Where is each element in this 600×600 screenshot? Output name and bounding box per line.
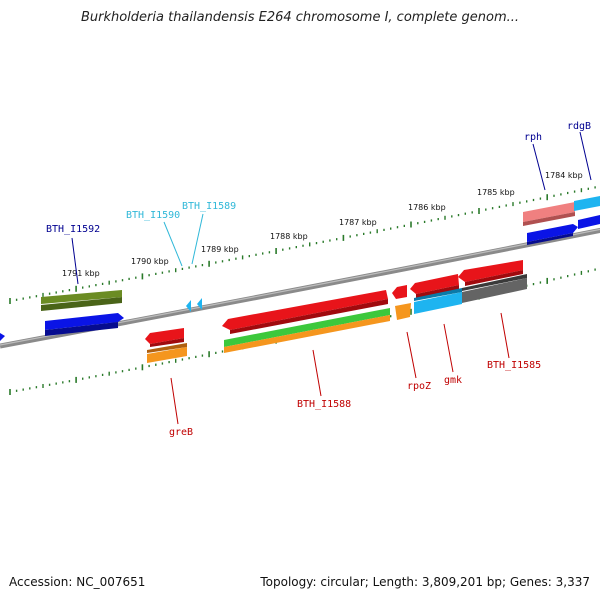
gene-BTH_I1589[interactable] [197, 298, 202, 310]
gene-gmk[interactable] [414, 288, 462, 314]
label-BTH_I1588: BTH_I1588 [297, 399, 351, 410]
gene-BTH_I1592[interactable] [41, 290, 122, 311]
gene-BTH_I1585[interactable] [462, 274, 527, 303]
label-BTH_I1592: BTH_I1592 [46, 224, 100, 235]
gene-rpoZ-red[interactable] [392, 285, 407, 299]
kbp-label-1788: 1788 kbp [270, 232, 308, 241]
gene-left-edge-blue[interactable] [0, 333, 5, 341]
map-title: Burkholderia thailandensis E264 chromoso… [80, 10, 520, 25]
gene-rph[interactable] [523, 202, 575, 226]
gene-rph-blue[interactable] [527, 224, 578, 245]
genome-summary: Topology: circular; Length: 3,809,201 bp… [260, 575, 590, 589]
gene-olive-blue[interactable] [45, 313, 124, 336]
gene-BTH_I1590[interactable] [186, 300, 191, 312]
gene-BTH_I1588-red[interactable] [222, 290, 388, 334]
gene-BTH_I1588[interactable] [224, 315, 390, 353]
kbp-label-1785: 1785 kbp [477, 188, 515, 197]
label-gmk: gmk [444, 375, 462, 386]
label-BTH_I1585: BTH_I1585 [487, 360, 541, 371]
label-rdgB: rdgB [567, 121, 591, 132]
gene-rdgB[interactable] [574, 196, 600, 229]
kbp-label-1790: 1790 kbp [131, 257, 169, 266]
label-BTH_I1589: BTH_I1589 [182, 201, 236, 212]
label-BTH_I1590: BTH_I1590 [126, 210, 180, 221]
accession-label: Accession: NC_007651 [9, 575, 146, 589]
label-greB: greB [169, 427, 193, 438]
gene-greB[interactable] [147, 343, 187, 363]
gene-BTH_I1588-green[interactable] [224, 308, 390, 347]
gene-rpoZ[interactable] [395, 303, 411, 320]
kbp-label-1789: 1789 kbp [201, 245, 239, 254]
kbp-label-1791: 1791 kbp [62, 269, 100, 278]
kbp-label-1787: 1787 kbp [339, 218, 377, 227]
gene-gmk-red[interactable] [410, 274, 459, 298]
label-rpoZ: rpoZ [407, 381, 431, 392]
label-rph: rph [524, 132, 542, 143]
gene-BTH_I1585-red[interactable] [458, 260, 523, 286]
kbp-label-1784: 1784 kbp [545, 171, 583, 180]
kbp-label-1786: 1786 kbp [408, 203, 446, 212]
gene-greB-red[interactable] [145, 328, 184, 347]
